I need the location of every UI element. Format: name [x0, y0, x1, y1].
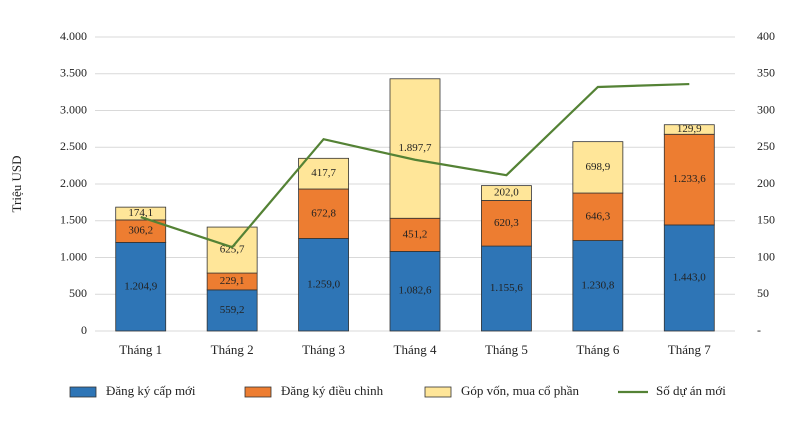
- legend-marker: [424, 386, 452, 398]
- legend-marker: [69, 386, 97, 398]
- bar-segment: [389, 217, 441, 252]
- y2-tick-label: 50: [757, 286, 769, 300]
- data-label: 625,7: [220, 244, 245, 256]
- y2-tick-label: 350: [757, 66, 775, 80]
- bar-segment: [663, 133, 715, 226]
- bar-segment: [481, 185, 532, 201]
- x-tick-label: Tháng 1: [119, 342, 162, 357]
- data-label: 1.204,9: [124, 280, 158, 292]
- y2-tick-label: 150: [757, 213, 775, 227]
- data-label: 698,9: [585, 161, 610, 173]
- bar-segment: [298, 238, 349, 332]
- data-label: 174,1: [128, 207, 153, 219]
- y-tick-label: 0: [81, 323, 87, 337]
- x-tick-label: Tháng 7: [668, 342, 711, 357]
- data-label: 417,7: [311, 167, 336, 179]
- data-label: 672,8: [311, 207, 336, 219]
- data-label: 202,0: [494, 187, 519, 199]
- data-label: 646,3: [585, 210, 610, 222]
- bar-segment: [389, 251, 441, 332]
- data-label: 1.082,6: [399, 285, 433, 297]
- y-axis-title: Triệu USD: [9, 156, 24, 213]
- data-label: 306,2: [128, 225, 153, 237]
- bar-segment: [663, 124, 715, 135]
- data-label: 1.259,0: [307, 278, 341, 290]
- y-tick-label: 1.500: [60, 213, 87, 227]
- y-tick-label: 2.500: [60, 139, 87, 153]
- y-tick-label: 3.000: [60, 102, 87, 116]
- data-label: 1.155,6: [490, 282, 524, 294]
- y-tick-label: 3.500: [60, 66, 87, 80]
- legend-label: Số dự án mới: [656, 383, 726, 398]
- x-tick-label: Tháng 4: [394, 342, 437, 357]
- y-tick-label: 4.000: [60, 29, 87, 43]
- bar-segment: [572, 141, 624, 194]
- data-label: 1.230,8: [581, 279, 615, 291]
- y2-tick-label: 100: [757, 249, 775, 263]
- bar-segment: [572, 240, 624, 332]
- y2-tick-label: 250: [757, 139, 775, 153]
- y-tick-label: 2.000: [60, 176, 87, 190]
- data-label: 559,2: [220, 304, 245, 316]
- bar-segment: [206, 289, 258, 332]
- bar-segment: [115, 206, 167, 221]
- data-label: 1.443,0: [673, 272, 707, 284]
- data-label: 229,1: [220, 275, 245, 287]
- bar-segment: [389, 78, 441, 219]
- x-tick-label: Tháng 2: [211, 342, 254, 357]
- y-tick-label: 500: [69, 286, 87, 300]
- legend-label: Góp vốn, mua cổ phần: [461, 383, 580, 398]
- data-label: 1.233,6: [673, 173, 707, 185]
- y-tick-label: 1.000: [60, 249, 87, 263]
- x-tick-label: Tháng 5: [485, 342, 528, 357]
- bar-segment: [572, 192, 624, 241]
- data-label: 451,2: [403, 228, 428, 240]
- x-tick-label: Tháng 6: [576, 342, 619, 357]
- y2-tick-label: 200: [757, 176, 775, 190]
- bar-segment: [298, 157, 349, 190]
- x-tick-label: Tháng 3: [302, 342, 345, 357]
- bar-segment: [206, 226, 258, 274]
- bar-segment: [663, 224, 715, 332]
- data-label: 1.897,7: [399, 142, 433, 154]
- y2-tick-label: -: [757, 323, 761, 337]
- bar-segment: [115, 242, 167, 332]
- legend-marker: [244, 386, 272, 398]
- legend-label: Đăng ký điều chỉnh: [281, 383, 384, 398]
- line-series: [140, 82, 690, 249]
- y2-tick-label: 300: [757, 102, 775, 116]
- data-label: 620,3: [494, 217, 519, 229]
- bar-segment: [298, 188, 349, 239]
- bar-segment: [481, 200, 532, 247]
- legend-label: Đăng ký cấp mới: [106, 383, 196, 398]
- y2-tick-label: 400: [757, 29, 775, 43]
- data-label: 129,9: [677, 123, 702, 135]
